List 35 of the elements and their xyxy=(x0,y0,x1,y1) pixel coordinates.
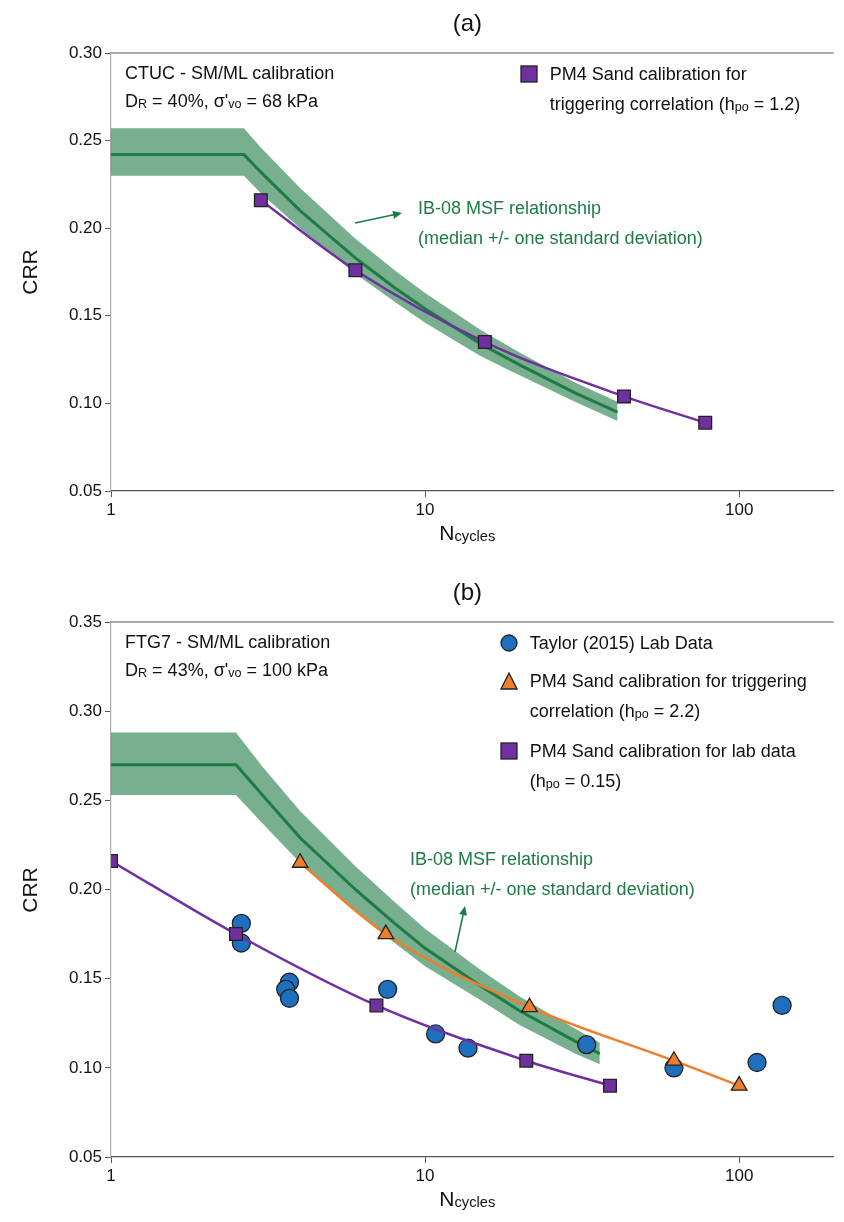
y-tick-label: 0.10 xyxy=(68,1057,102,1077)
x-axis-title: N$_{cycles}$ xyxy=(439,521,496,545)
y-tick-label: 0.05 xyxy=(68,1146,102,1166)
x-tick-label: 100 xyxy=(724,1165,754,1185)
y-tick-label: 0.15 xyxy=(68,305,102,325)
y-tick-label: 0.10 xyxy=(68,393,102,413)
y-tick-label: 0.15 xyxy=(68,968,102,988)
x-tick-label: 100 xyxy=(724,499,754,519)
y-tick-label: 0.35 xyxy=(68,611,102,631)
annotation: D$_{R}$ = 40%, σ'$_{vo}$ = 68 kPa xyxy=(125,90,320,114)
legend-label: PM4 Sand calibration for triggering correlation (h$_{po}$ = 2.2) xyxy=(529,670,808,724)
series-label: IB-08 MSF relationship (median +/- one standard deviation) xyxy=(410,848,695,901)
y-tick-label: 0.30 xyxy=(68,42,102,62)
chart-title: (b) xyxy=(452,578,483,606)
legend-label: Taylor (2015) Lab Data xyxy=(529,632,713,655)
y-axis-title: CRR xyxy=(18,866,42,913)
x-tick-label: 1 xyxy=(106,1165,116,1185)
annotation: CTUC - SM/ML calibration xyxy=(125,62,335,85)
x-tick-label: 10 xyxy=(415,1165,435,1185)
legend-label: PM4 Sand calibration for lab data (h$_{po}$ = 0.15) xyxy=(529,740,797,794)
chart-title: (a) xyxy=(452,9,483,37)
y-tick-label: 0.20 xyxy=(68,217,102,237)
x-tick-label: 1 xyxy=(106,499,116,519)
y-axis-title: CRR xyxy=(18,249,42,295)
y-tick-label: 0.05 xyxy=(68,480,102,500)
annotation: D$_{R}$ = 43%, σ'$_{vo}$ = 100 kPa xyxy=(125,659,330,683)
annotation: FTG7 - SM/ML calibration xyxy=(125,631,331,654)
y-tick-label: 0.30 xyxy=(68,700,102,720)
y-tick-label: 0.25 xyxy=(68,790,102,810)
legend-label: IB-08 MSF relationship (median +/- one standard deviation) xyxy=(418,197,703,250)
y-tick-label: 0.25 xyxy=(68,130,102,150)
y-tick-label: 0.20 xyxy=(68,879,102,899)
x-axis-title: N$_{cycles}$ xyxy=(439,1187,496,1211)
legend-label: PM4 Sand calibration for triggering correlation (h$_{po}$ = 1.2) xyxy=(549,63,802,117)
x-tick-label: 10 xyxy=(415,499,435,519)
